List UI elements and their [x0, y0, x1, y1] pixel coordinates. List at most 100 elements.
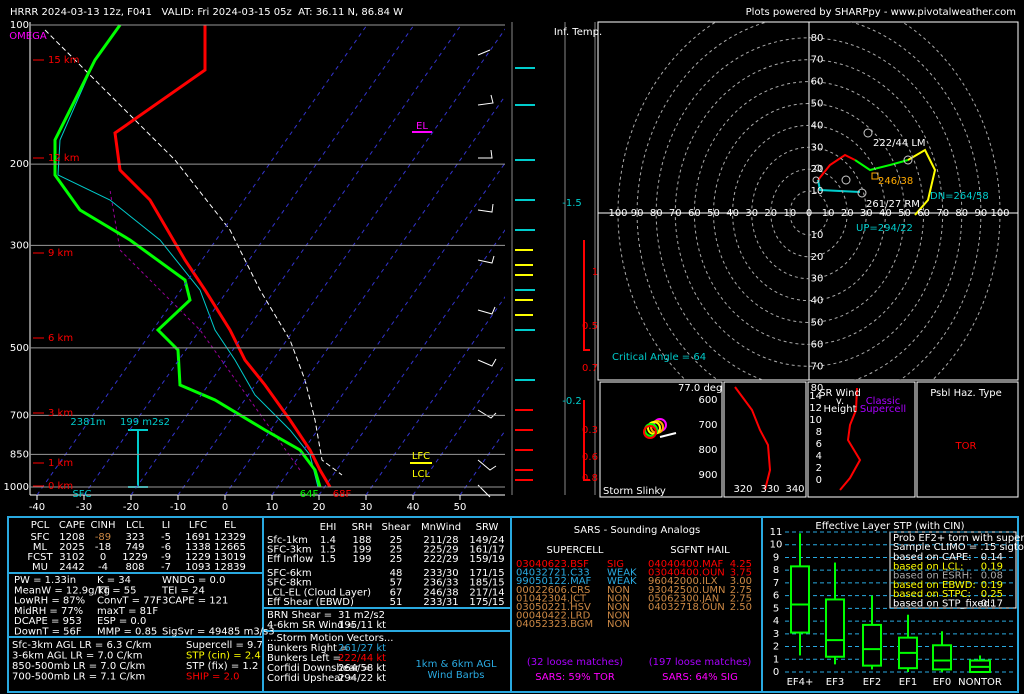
thermo-cell: -7: [161, 562, 171, 573]
thetae-frame: [723, 381, 807, 498]
y-tick-label: 500: [10, 343, 29, 354]
x-tick-label: EF4+: [787, 677, 814, 688]
sars-size: 2.50: [730, 602, 752, 613]
frame: [597, 21, 1019, 381]
kin-cell: 48: [390, 568, 403, 579]
lower-panels: [599, 381, 1019, 498]
ring-label: 20: [764, 208, 777, 219]
kin-cell: 159/19: [469, 554, 504, 565]
y-tick-label: 300: [10, 240, 29, 251]
thermo-cell: 1229: [122, 552, 147, 563]
sars-size: 2.75: [730, 585, 752, 596]
thermo-cell: 323: [125, 532, 144, 543]
motion-vector: 222/44 kt: [338, 653, 386, 664]
thermo-cell: -89: [95, 532, 111, 543]
ring-label: 20: [811, 252, 824, 263]
parcel-trace: [44, 29, 343, 476]
kin-cell: SFC-3km: [267, 545, 312, 556]
kin-cell: 199: [352, 554, 371, 565]
prob-value: 0.19: [981, 580, 1003, 591]
ring-label: 70: [936, 208, 949, 219]
sars-analog: 04052323.BGM: [516, 619, 593, 630]
el-label: EL: [416, 121, 428, 132]
thermo-cell: FCST: [27, 552, 53, 563]
lapse-rate: 3-6km AGL LR = 7.0 C/km: [12, 651, 142, 662]
ring-label: 40: [726, 208, 739, 219]
srwind-height: 6: [816, 439, 822, 450]
kin-header: MnWind: [421, 522, 461, 533]
lm-label: 222/44 LM: [873, 138, 926, 149]
kin-cell: SFC-8km: [267, 578, 312, 589]
ring-label: 20: [841, 208, 854, 219]
thermo-cell: -4: [98, 562, 108, 573]
sars-class: NON: [607, 602, 630, 613]
y-tick-label: 9: [773, 552, 779, 563]
thetae-x-label: 320: [733, 484, 752, 495]
x-tick-label: -40: [29, 502, 45, 513]
prob-value: 0.08: [981, 571, 1003, 582]
thermo-cell: ML: [33, 542, 48, 553]
ring-label: 10: [822, 208, 835, 219]
thermo-cell: MU: [32, 562, 48, 573]
kin-cell: 185/15: [469, 578, 504, 589]
srwind-title: Height: [823, 404, 856, 415]
sars-size: 2.75: [730, 593, 752, 604]
x-tick-label: 40: [407, 502, 420, 513]
kin-cell: 233/31: [423, 597, 458, 608]
ring-label: 50: [707, 208, 720, 219]
mean-wind-label: 246/38: [878, 176, 913, 187]
ring-label: 50: [811, 99, 824, 110]
x-tick-label: -20: [123, 502, 139, 513]
srwind-height: 0: [816, 475, 822, 486]
height-label: 12 km: [48, 153, 79, 164]
thermo-cell: 0: [100, 552, 106, 563]
hazard-frame: [916, 381, 1019, 498]
ring-label: 60: [688, 208, 701, 219]
kin-cell: 25: [390, 535, 403, 546]
thermo-cell: 3102: [59, 552, 84, 563]
table-frame: [7, 516, 1019, 693]
dewpoint-trace: [53, 24, 322, 488]
y-tick-label: 200: [10, 159, 29, 170]
kin-cell: 57: [390, 578, 403, 589]
motion-vector: 261/27 kt: [338, 643, 386, 654]
ring: [693, 81, 925, 345]
y-tick-label: 100: [10, 20, 29, 31]
x-tick-label: -30: [76, 502, 92, 513]
header-credit: Plots powered by SHARPpy - www.pivotalwe…: [746, 7, 1016, 18]
y-tick-label: 0: [773, 667, 779, 678]
severe-index: STP (fix) = 1.2: [186, 661, 258, 672]
lapse-rate: 850-500mb LR = 7.0 C/km: [12, 661, 145, 672]
barbs-note: Wind Barbs: [428, 670, 485, 681]
slinky-angle: 77.0 deg: [678, 383, 722, 394]
kin-cell: 236/33: [423, 578, 458, 589]
wind-barbs: [477, 49, 497, 498]
ring: [713, 103, 905, 323]
slinky-frame: [599, 381, 723, 498]
kin-cell: 51: [390, 597, 403, 608]
thermo-header: EL: [224, 520, 236, 531]
srwind-height: 4: [816, 451, 822, 462]
thetae-p-label: 700: [698, 420, 717, 431]
kin-cell: 222/29: [423, 554, 458, 565]
ring: [789, 190, 829, 236]
ring-label: 50: [898, 208, 911, 219]
hazard-title: Psbl Haz. Type: [930, 388, 1002, 399]
y-tick-label: 2: [773, 642, 779, 653]
sars-pct: SARS: 64% SIG: [662, 672, 738, 683]
thermo-cell: -9: [161, 552, 171, 563]
thermo-stat: MMP = 0.85: [97, 627, 157, 638]
kin-cell: 149/24: [469, 535, 504, 546]
ring: [636, 22, 982, 380]
kin-cell: 67: [390, 587, 403, 598]
height-label: 15 km: [48, 55, 79, 66]
kin-cell: 199: [352, 545, 371, 556]
thermo-stat: TEI = 24: [161, 585, 205, 596]
srwind-title: SR Wind: [819, 388, 861, 399]
sars-matches: (32 loose matches): [527, 657, 623, 668]
ring-label: 40: [811, 120, 824, 131]
kin-cell: Eff Inflow: [267, 554, 313, 565]
lapse-rate: 700-500mb LR = 7.1 C/km: [12, 672, 145, 683]
sars-size: 3.75: [730, 568, 752, 579]
barbs-note: 1km & 6km AGL: [415, 659, 497, 670]
